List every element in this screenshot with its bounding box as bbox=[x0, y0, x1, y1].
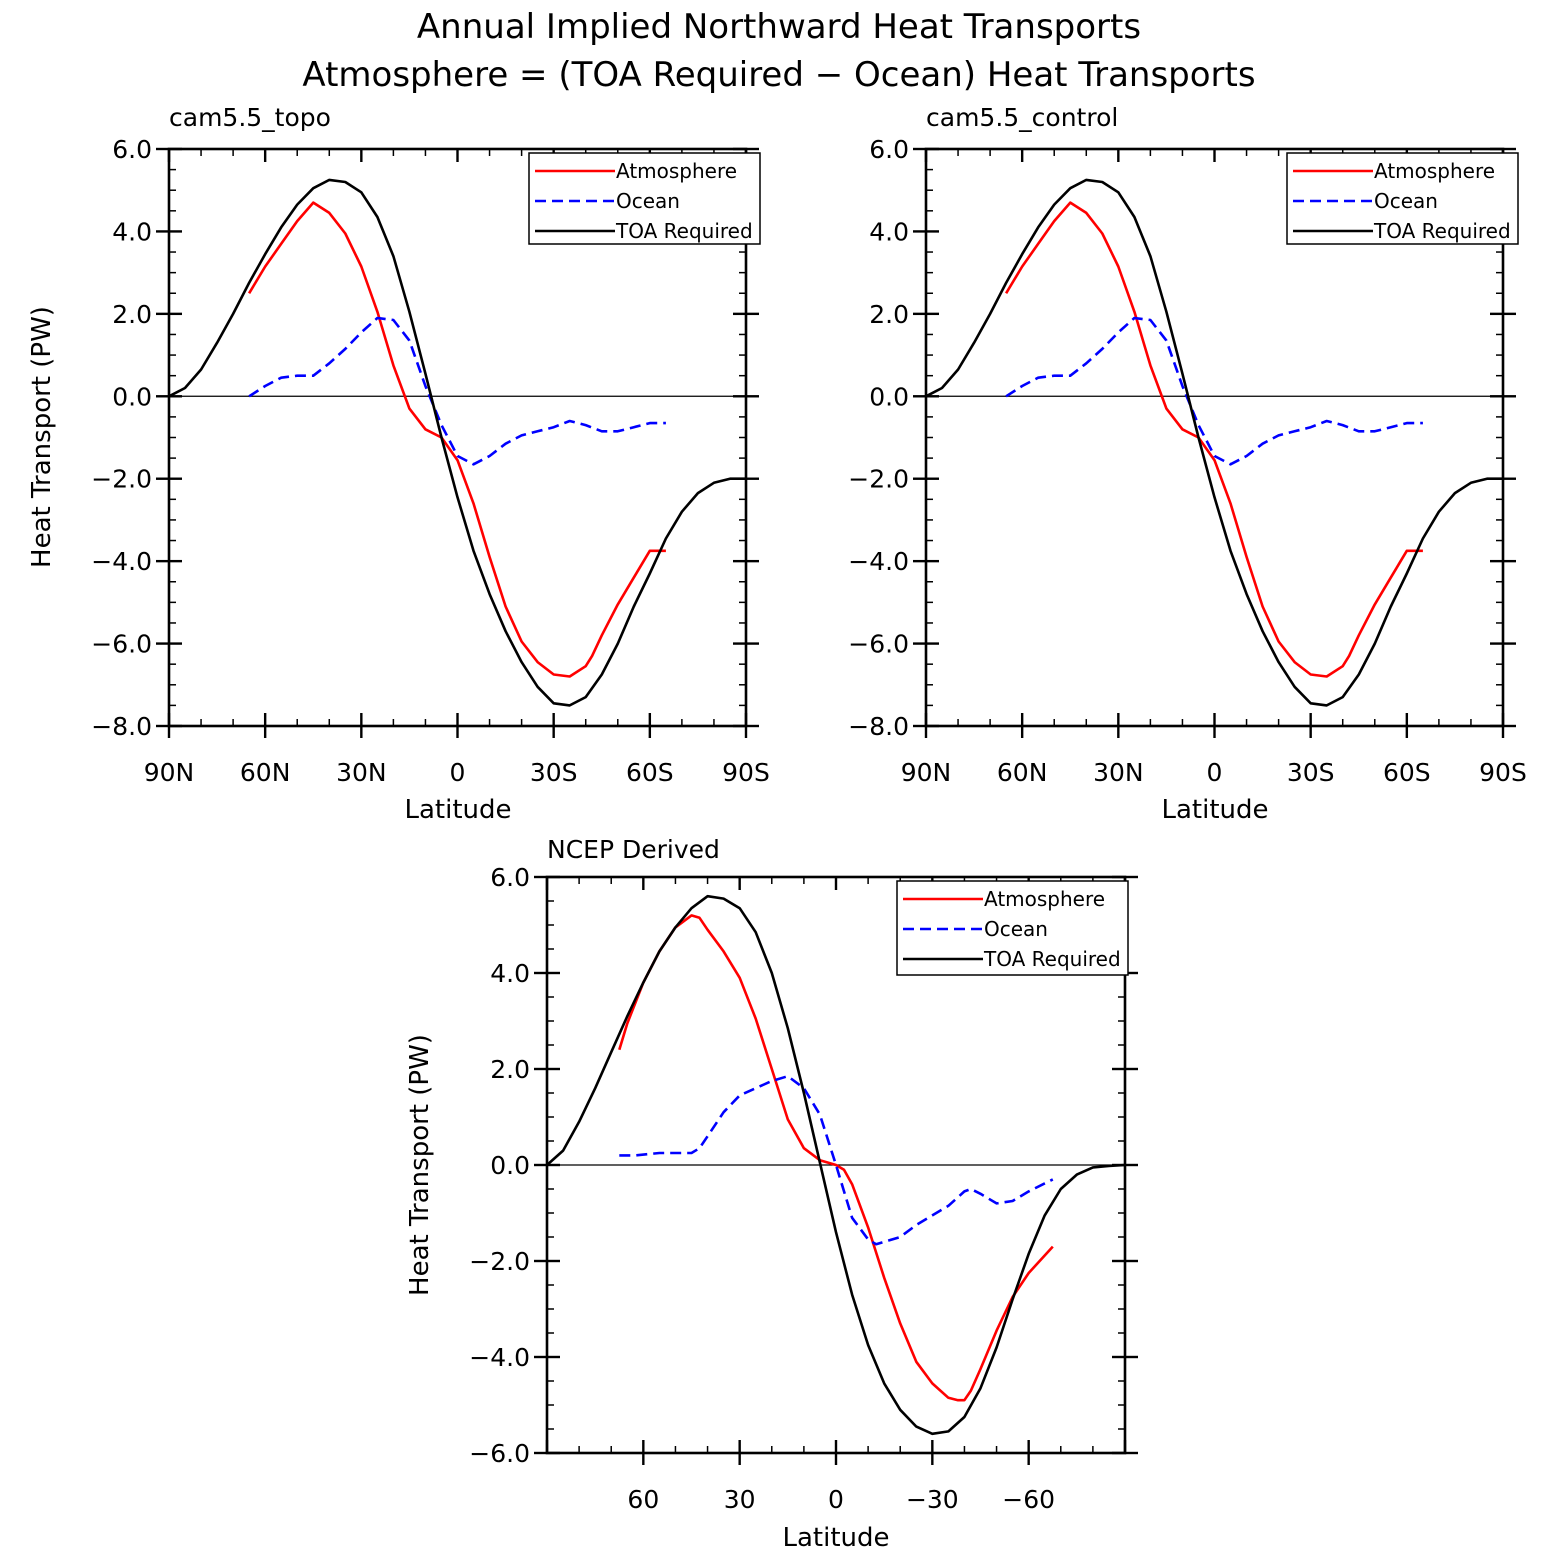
x-tick-label: 0 bbox=[450, 758, 466, 787]
x-tick-label: 90N bbox=[144, 758, 195, 787]
legend-label: Ocean bbox=[616, 189, 680, 213]
series-line-ocean bbox=[619, 1074, 1054, 1246]
y-tick-label: −2.0 bbox=[848, 465, 909, 494]
legend-label: TOA Required bbox=[1373, 219, 1511, 243]
legend-label: Ocean bbox=[1374, 189, 1438, 213]
panel-label: cam5.5_control bbox=[926, 103, 1118, 132]
x-tick-label: 0 bbox=[828, 1485, 844, 1514]
x-tick-label: 60N bbox=[240, 758, 291, 787]
legend: Atmosphere Ocean TOA Required bbox=[896, 880, 1129, 976]
x-tick-label: 90N bbox=[901, 758, 952, 787]
figure-title-line2: Atmosphere = (TOA Required − Ocean) Heat… bbox=[302, 55, 1255, 95]
figure-title-line1: Annual Implied Northward Heat Transports bbox=[417, 7, 1141, 47]
series-line-atmosphere bbox=[247, 201, 666, 678]
x-tick-label: 30 bbox=[724, 1485, 756, 1514]
y-tick-label: 2.0 bbox=[112, 300, 152, 329]
series-line-ocean bbox=[1005, 316, 1423, 466]
y-tick-label: 4.0 bbox=[112, 217, 152, 246]
legend-label: TOA Required bbox=[615, 219, 753, 243]
legend-label: Ocean bbox=[984, 917, 1048, 941]
x-tick-label: 90S bbox=[722, 758, 770, 787]
x-tick-label: 30N bbox=[336, 758, 387, 787]
x-tick-label: 60S bbox=[626, 758, 674, 787]
y-tick-label: 0.0 bbox=[869, 382, 909, 411]
legend-label: Atmosphere bbox=[616, 159, 737, 183]
legend-box bbox=[1286, 152, 1519, 245]
legend: Atmosphere Ocean TOA Required bbox=[528, 152, 761, 245]
y-tick-label: −4.0 bbox=[469, 1343, 530, 1372]
y-tick-label: 6.0 bbox=[490, 863, 530, 892]
x-axis-title: Latitude bbox=[404, 795, 511, 825]
x-tick-label: 30N bbox=[1093, 758, 1144, 787]
x-axis-title: Latitude bbox=[1161, 795, 1268, 825]
y-tick-label: −8.0 bbox=[848, 712, 909, 741]
y-tick-label: 6.0 bbox=[869, 135, 909, 164]
y-tick-label: −4.0 bbox=[91, 547, 152, 576]
y-tick-label: 0.0 bbox=[112, 382, 152, 411]
series-line-toa-required bbox=[925, 178, 1503, 707]
legend-label: Atmosphere bbox=[1374, 159, 1495, 183]
x-tick-label: 60S bbox=[1383, 758, 1431, 787]
legend-box bbox=[528, 152, 761, 245]
x-tick-label: 90S bbox=[1479, 758, 1527, 787]
legend-label: TOA Required bbox=[983, 947, 1121, 971]
y-tick-label: 4.0 bbox=[490, 959, 530, 988]
y-tick-label: 6.0 bbox=[112, 135, 152, 164]
panel-ncep-derived: NCEP Derived Latitude Heat Transport (PW… bbox=[405, 835, 1138, 1553]
y-tick-label: −8.0 bbox=[91, 712, 152, 741]
y-tick-label: 2.0 bbox=[490, 1055, 530, 1084]
x-tick-label: 60N bbox=[997, 758, 1048, 787]
x-tick-label: 60 bbox=[627, 1485, 659, 1514]
panel-cam5-5-topo: cam5.5_topo Latitude Heat Transport (PW)… bbox=[27, 103, 770, 825]
panel-label: cam5.5_topo bbox=[169, 103, 331, 132]
x-axis-title: Latitude bbox=[782, 1523, 889, 1553]
series-line-ocean bbox=[248, 316, 666, 466]
series-line-toa-required bbox=[168, 178, 746, 707]
panel-label: NCEP Derived bbox=[547, 835, 720, 864]
y-tick-label: −4.0 bbox=[848, 547, 909, 576]
y-tick-label: −6.0 bbox=[91, 630, 152, 659]
series-line-atmosphere bbox=[618, 914, 1054, 1402]
y-tick-label: 0.0 bbox=[490, 1151, 530, 1180]
legend-box bbox=[896, 880, 1129, 976]
y-tick-label: −6.0 bbox=[469, 1439, 530, 1468]
x-tick-label: −60 bbox=[1002, 1485, 1055, 1514]
y-tick-label: −2.0 bbox=[469, 1247, 530, 1276]
x-tick-label: 30S bbox=[530, 758, 578, 787]
legend: Atmosphere Ocean TOA Required bbox=[1286, 152, 1519, 245]
x-tick-label: 0 bbox=[1207, 758, 1223, 787]
y-axis-title: Heat Transport (PW) bbox=[27, 306, 57, 568]
x-tick-label: 30S bbox=[1287, 758, 1335, 787]
y-tick-label: 4.0 bbox=[869, 217, 909, 246]
y-axis-title: Heat Transport (PW) bbox=[405, 1034, 435, 1296]
series-line-toa-required bbox=[546, 894, 1126, 1436]
y-tick-label: −2.0 bbox=[91, 465, 152, 494]
legend-label: Atmosphere bbox=[984, 887, 1105, 911]
x-tick-label: −30 bbox=[906, 1485, 959, 1514]
series-line-atmosphere bbox=[1004, 201, 1423, 678]
y-tick-label: 2.0 bbox=[869, 300, 909, 329]
panel-cam5-5-control: cam5.5_control Latitude −8.0 −6.0 −4.0 −2.0… bbox=[848, 103, 1527, 825]
y-tick-label: −6.0 bbox=[848, 630, 909, 659]
